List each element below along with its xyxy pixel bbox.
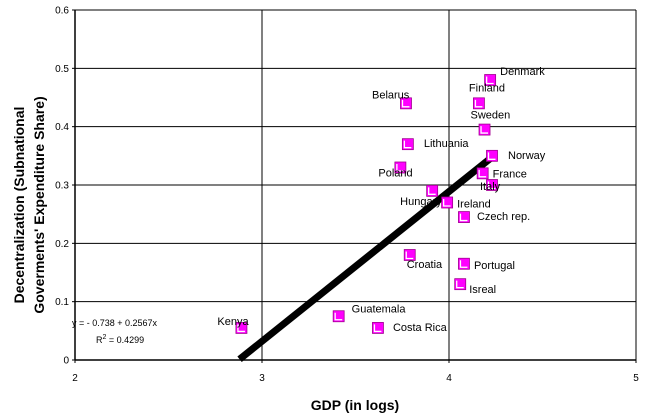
- data-point: [486, 149, 498, 162]
- data-point-label: Italy: [480, 181, 501, 193]
- trendline-group: [237, 154, 495, 362]
- y-tick-label: 0.4: [55, 122, 69, 133]
- data-point-marker-highlight: [237, 324, 245, 333]
- regression-equation: y = - 0.738 + 0.2567x: [72, 318, 158, 328]
- data-point: [476, 167, 489, 180]
- x-tick-label: 2: [72, 373, 78, 384]
- y-tick-label: 0.1: [55, 297, 69, 308]
- data-point: [401, 138, 414, 151]
- data-point-label: Ireland: [457, 199, 491, 211]
- data-point-marker-highlight: [428, 187, 436, 195]
- data-point: [372, 322, 384, 334]
- data-point-marker: [484, 74, 497, 86]
- data-point: [426, 184, 439, 197]
- y-tick-label: 0: [63, 356, 69, 367]
- data-point-marker: [441, 196, 454, 209]
- data-point: [478, 123, 491, 136]
- data-point-marker-highlight: [487, 181, 496, 190]
- data-point-label: Costa Rica: [393, 322, 448, 334]
- trendline: [237, 154, 495, 362]
- data-point-marker: [476, 167, 489, 180]
- data-point-marker: [478, 123, 491, 136]
- data-point-marker-highlight: [334, 312, 343, 321]
- data-point: [473, 97, 485, 110]
- data-point-label: Croatia: [407, 259, 443, 271]
- y-axis-title-line-1: Decentralization (Subnational: [11, 107, 27, 304]
- data-point-label: Finland: [469, 82, 505, 94]
- data-point-marker-highlight: [401, 99, 410, 108]
- x-tick-label: 4: [446, 373, 452, 384]
- data-point: [441, 196, 454, 209]
- data-point-marker: [426, 184, 439, 197]
- data-point-label: Belarus: [372, 89, 410, 101]
- data-point-marker: [400, 97, 412, 110]
- data-point-marker-highlight: [459, 213, 468, 222]
- data-point: [486, 179, 498, 191]
- data-point-marker: [372, 322, 384, 334]
- data-point-label: Guatemala: [352, 303, 407, 315]
- data-point-label: Isreal: [469, 284, 496, 296]
- data-point-marker: [401, 138, 414, 151]
- data-point-marker: [473, 97, 485, 110]
- y-tick-label: 0.6: [55, 6, 69, 17]
- data-point-marker-highlight: [442, 199, 451, 207]
- data-point-marker-highlight: [474, 99, 483, 108]
- data-point-label: Poland: [378, 168, 412, 180]
- data-point-marker-highlight: [480, 126, 489, 134]
- x-tick-label: 3: [259, 373, 265, 384]
- data-point-marker: [332, 310, 345, 323]
- data-point-marker-highlight: [405, 251, 414, 260]
- point-labels: Denmark Finland Belarus Sweden Lithuania Norw…: [217, 66, 545, 334]
- data-point-marker: [458, 257, 470, 270]
- data-point-label: Kenya: [217, 316, 249, 328]
- tick-labels: 0 0.1 0.2 0.3 0.4 0.5 0.6 2 3 4 5: [55, 6, 639, 385]
- data-point-label: France: [493, 168, 527, 180]
- data-point: [394, 161, 407, 174]
- data-point: [403, 249, 416, 261]
- data-points: [235, 74, 498, 334]
- y-tick-label: 0.3: [55, 181, 69, 192]
- data-point-marker-highlight: [485, 76, 494, 85]
- data-point-marker-highlight: [403, 140, 412, 149]
- data-point-label: Sweden: [471, 110, 511, 122]
- data-point-label: Czech rep.: [477, 211, 530, 223]
- data-point-marker: [235, 322, 248, 334]
- data-point-marker-highlight: [459, 260, 468, 268]
- y-tick-label: 0.2: [55, 239, 69, 250]
- data-point: [484, 74, 497, 86]
- r-squared: R2 = 0.4299: [96, 334, 144, 345]
- data-point-label: Norway: [508, 150, 546, 162]
- data-point: [454, 278, 467, 291]
- data-point: [332, 310, 345, 323]
- data-point: [235, 322, 248, 334]
- data-point-marker: [394, 161, 407, 174]
- data-point-label: Lithuania: [424, 138, 470, 150]
- gridlines: [75, 9, 637, 360]
- data-point: [458, 257, 470, 270]
- data-point-marker-highlight: [456, 280, 464, 289]
- data-point-marker-highlight: [396, 164, 404, 172]
- x-tick-label: 5: [633, 373, 639, 384]
- data-point-marker-highlight: [373, 324, 382, 333]
- data-point-marker: [454, 278, 467, 291]
- data-point-marker-highlight: [487, 152, 496, 160]
- y-axis-title-line-2: Goverments' Expenditure Share): [31, 96, 47, 313]
- data-point-label: Denmark: [500, 66, 545, 78]
- data-point-marker: [486, 179, 498, 191]
- data-point-marker: [403, 249, 416, 261]
- axes: [72, 9, 637, 363]
- data-point: [458, 211, 470, 223]
- data-point-label: Hungary: [400, 196, 442, 208]
- x-axis-title: GDP (in logs): [311, 397, 399, 413]
- data-point-marker: [486, 149, 498, 162]
- data-point-marker: [458, 211, 470, 223]
- data-point-label: Portugal: [474, 260, 515, 272]
- y-axis-title: Decentralization (Subnational Goverments…: [11, 96, 47, 313]
- y-tick-label: 0.5: [55, 64, 69, 75]
- data-point: [400, 97, 412, 110]
- data-point-marker-highlight: [478, 169, 487, 178]
